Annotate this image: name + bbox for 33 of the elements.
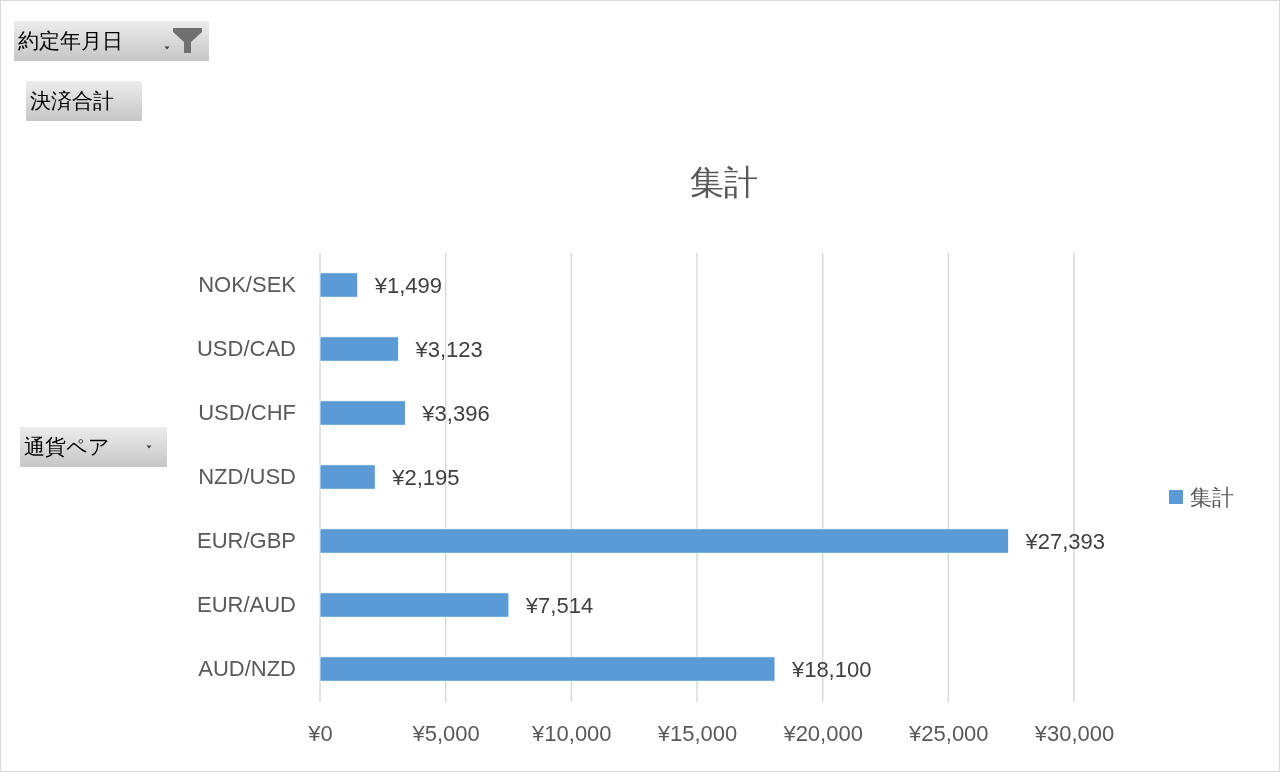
- x-tick-label: ¥15,000: [656, 720, 738, 746]
- text: 約定年月日: [18, 29, 123, 52]
- text: 通貨ペア: [24, 435, 110, 458]
- text: 決済合計: [30, 89, 114, 112]
- bar: [319, 656, 776, 682]
- x-tick-label: ¥25,000: [908, 720, 989, 746]
- bar: [319, 272, 359, 298]
- bar: [319, 464, 376, 490]
- data-label: ¥2,195: [391, 465, 460, 490]
- data-label: ¥7,514: [524, 593, 594, 618]
- x-tick-label: ¥20,000: [782, 720, 863, 746]
- x-tick-label: ¥30,000: [1033, 720, 1115, 746]
- legend-label: 集計: [1190, 485, 1234, 510]
- bar: [319, 592, 510, 618]
- x-tick-label: ¥10,000: [531, 720, 612, 746]
- y-tick-label: EUR/GBP: [196, 528, 296, 554]
- x-tick-label: ¥0: [307, 720, 333, 746]
- data-label: ¥3,396: [421, 401, 490, 426]
- y-tick-label: NZD/USD: [198, 464, 296, 490]
- x-tick-label: ¥5,000: [411, 720, 480, 746]
- data-label: ¥18,100: [790, 657, 872, 682]
- y-tick-label: EUR/AUD: [196, 592, 296, 618]
- data-label: ¥3,123: [414, 337, 483, 362]
- chart-title: 集計: [690, 163, 758, 201]
- bar: [319, 528, 1009, 554]
- bar: [319, 400, 406, 426]
- y-tick-label: USD/CHF: [198, 400, 296, 426]
- data-label: ¥1,499: [373, 273, 442, 298]
- y-tick-label: USD/CAD: [196, 336, 296, 362]
- y-tick-label: NOK/SEK: [198, 272, 297, 298]
- y-tick-label: AUD/NZD: [198, 656, 296, 682]
- bar: [319, 336, 399, 362]
- data-label: ¥27,393: [1024, 529, 1106, 554]
